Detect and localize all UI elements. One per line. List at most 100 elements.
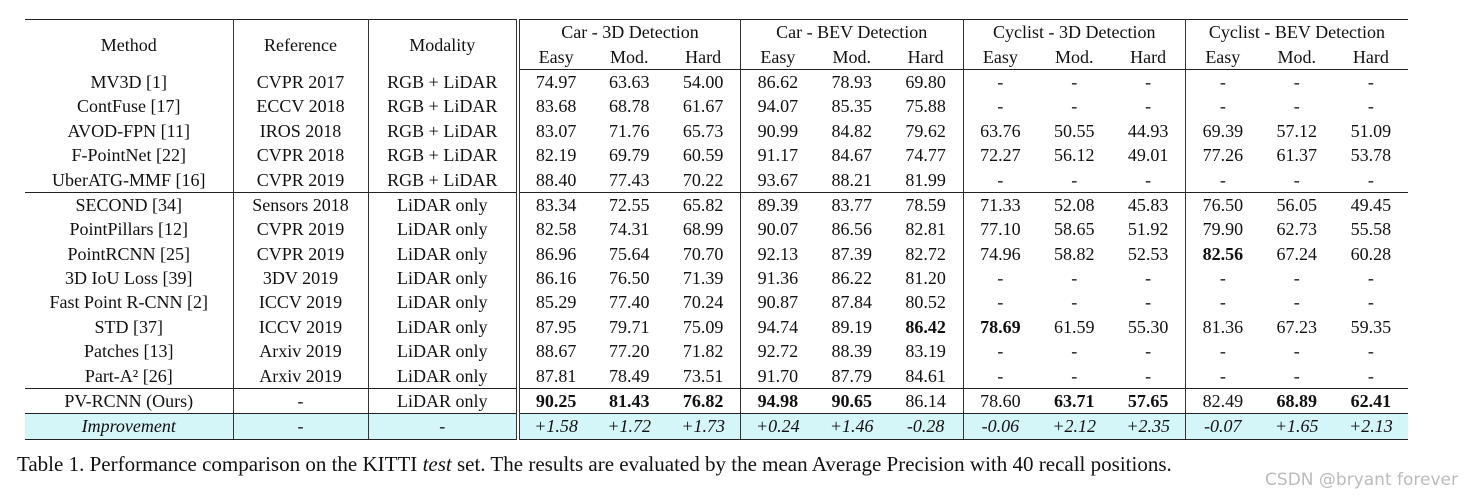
table-cell: 88.67	[518, 339, 592, 363]
cell-text: Part-A² [26]	[84, 365, 173, 386]
table-cell: F-PointNet [22]	[25, 142, 234, 168]
table-cell: 63.76	[963, 119, 1037, 143]
table-cell: ICCV 2019	[233, 290, 369, 315]
table-cell: RGB + LiDAR	[368, 69, 520, 95]
cell-text: 68.78	[608, 96, 650, 117]
table-cell: -	[1334, 339, 1408, 363]
table-cell: 59.35	[1334, 315, 1408, 339]
cell-text: 55.58	[1350, 219, 1392, 240]
cell-text: 86.14	[905, 391, 946, 412]
table-row: MV3D [1] CVPR 2017 RGB + LiDAR 74.97 63.63 54…	[25, 69, 1408, 95]
bold-value: 68.89	[1276, 391, 1317, 412]
cell-text: ICCV 2019	[258, 316, 343, 337]
table-cell: 83.07	[518, 119, 592, 143]
cell-text: 77.43	[608, 169, 650, 190]
cell-text: 54.00	[682, 71, 724, 92]
cell-text: 91.70	[757, 365, 799, 386]
cell-text: 89.39	[757, 194, 799, 215]
table-cell: MV3D [1]	[25, 69, 234, 95]
table-cell: 79.62	[888, 118, 964, 143]
table-cell: -	[963, 69, 1037, 94]
table-cell: 77.40	[592, 290, 666, 314]
table-cell: 79.71	[592, 315, 666, 339]
table-cell: 76.50	[1185, 192, 1259, 217]
cell-text: 69.39	[1202, 120, 1244, 141]
table-cell: 85.29	[518, 290, 592, 314]
group-header: Cyclist - BEV Detection	[1185, 19, 1408, 45]
cell-text: 81.36	[1202, 316, 1244, 337]
cell-text: 91.17	[757, 145, 799, 166]
table-cell: 60.59	[666, 142, 742, 168]
cell-text: 79.62	[905, 120, 946, 141]
cell-text: Sensors 2018	[252, 194, 349, 215]
cell-text: -	[997, 268, 1004, 289]
table-cell: 57.12	[1260, 119, 1334, 143]
table-cell: 93.67	[740, 167, 815, 193]
subcolumn-header: Hard	[888, 44, 964, 70]
cell-text: 77.20	[608, 341, 650, 362]
table-cell: 82.72	[888, 241, 964, 266]
table-cell: 80.52	[888, 290, 964, 315]
subcolumn-header: Hard	[1333, 44, 1408, 70]
table-cell: 89.39	[741, 192, 815, 217]
cell-text: 58.82	[1053, 243, 1095, 264]
table-cell: 92.13	[741, 242, 815, 266]
cell-text: IROS 2018	[259, 120, 342, 141]
cell-text: -	[1145, 268, 1152, 289]
cell-text: 3DV 2019	[262, 268, 339, 289]
table-cell: AVOD-FPN [11]	[25, 118, 234, 143]
table-cell: -	[1037, 290, 1111, 314]
cell-text: -	[1293, 169, 1300, 190]
cell-text: 83.07	[535, 120, 577, 141]
cell-text: 55.30	[1127, 316, 1169, 337]
cell-text: -	[1293, 292, 1300, 313]
table-cell: -	[1185, 94, 1259, 118]
table-cell: -	[1111, 363, 1186, 389]
table-cell: CVPR 2019	[233, 167, 369, 193]
table-cell: -	[1037, 339, 1111, 363]
table-cell: +1.73	[666, 413, 742, 440]
bold-value: 86.42	[905, 316, 946, 337]
table-cell: 76.82	[666, 388, 742, 415]
cell-text: ContFuse [17]	[77, 96, 181, 117]
cell-text: +2.12	[1052, 416, 1097, 437]
cell-text: LiDAR only	[396, 391, 488, 412]
table-cell: 58.65	[1037, 217, 1111, 241]
table-cell: 51.92	[1111, 217, 1186, 242]
table-cell: 84.67	[815, 143, 889, 167]
cell-text: 85.29	[535, 292, 577, 313]
cell-text: 82.19	[535, 145, 577, 166]
table-cell: LiDAR only	[368, 241, 520, 266]
cell-text: -	[1071, 365, 1078, 386]
table-cell: -	[963, 167, 1038, 193]
cell-text: 85.35	[831, 96, 872, 117]
cell-text: 56.12	[1053, 145, 1095, 166]
table-row: UberATG-MMF [16] CVPR 2019 RGB + LiDAR 88.4…	[25, 167, 1408, 193]
cell-text: -	[1293, 71, 1300, 92]
table-cell: 76.50	[592, 266, 666, 290]
table-cell: 81.43	[592, 388, 667, 415]
table-cell: -0.06	[963, 413, 1038, 440]
cell-text: -	[1219, 96, 1226, 117]
cell-text: 76.50	[608, 268, 650, 289]
group-header: Car - 3D Detection	[518, 19, 741, 45]
table-row: SECOND [34] Sensors 2018 LiDAR only 83.34 72…	[25, 192, 1408, 218]
cell-text: +1.58	[534, 416, 578, 437]
cell-text: 89.19	[831, 316, 872, 337]
cell-text: -	[1293, 365, 1300, 386]
cell-text: 68.99	[682, 219, 724, 240]
table-cell: 82.58	[518, 217, 592, 241]
cell-text: Arxiv 2019	[259, 365, 342, 386]
cell-text: 56.05	[1276, 194, 1317, 215]
cell-text: 52.08	[1053, 194, 1095, 215]
cell-text: -	[1367, 169, 1374, 190]
header-row: Method Reference Modality Car - 3D Detectio…	[25, 19, 1408, 70]
bold-value: 82.56	[1202, 243, 1244, 264]
table-cell: RGB + LiDAR	[368, 142, 520, 168]
table-cell: 62.41	[1333, 388, 1408, 415]
table-row: Fast Point R-CNN [2] ICCV 2019 LiDAR only 8…	[25, 290, 1408, 315]
cell-text: ICCV 2019	[258, 292, 343, 313]
cell-text: -	[997, 71, 1004, 92]
cell-text: 45.83	[1127, 194, 1169, 215]
table-cell: -	[1185, 167, 1260, 193]
